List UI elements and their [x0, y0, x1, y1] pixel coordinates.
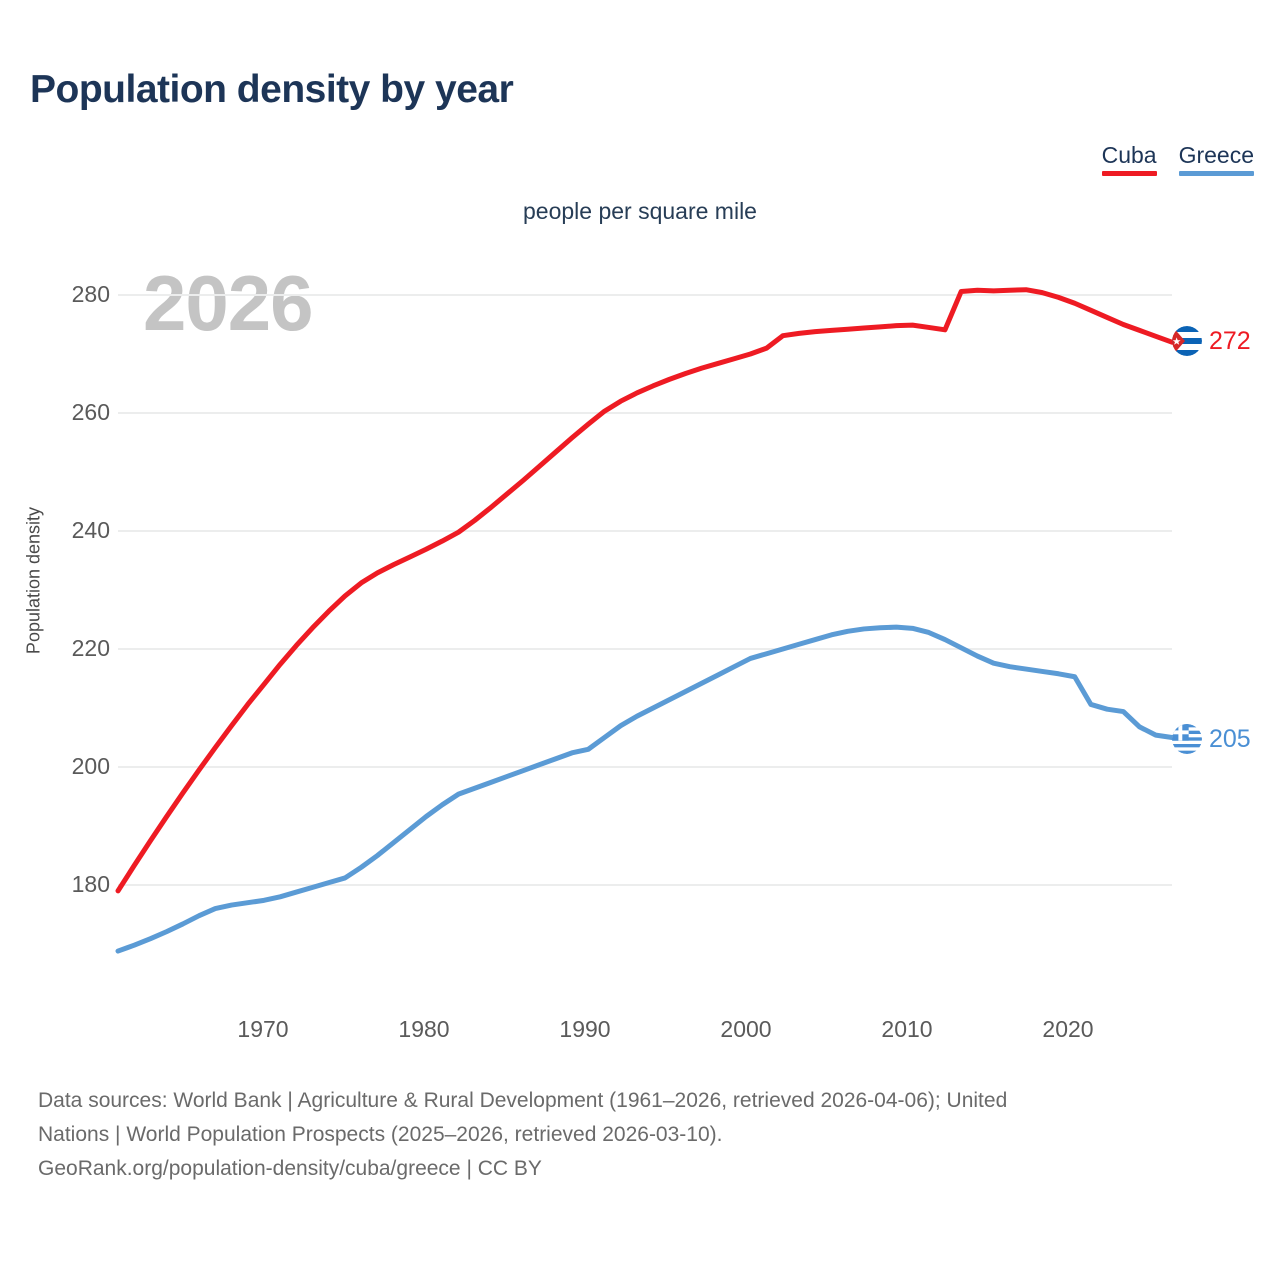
cuba-end-label: 272	[1172, 326, 1251, 356]
series-line-cuba	[115, 287, 1175, 894]
chart-legend: Cuba Greece	[1101, 142, 1254, 176]
y-axis-ticks: 280 260 240 220 200 180	[30, 0, 110, 1280]
x-tick: 1990	[559, 1016, 611, 1042]
year-watermark: 2026	[143, 259, 314, 347]
legend-item-greece[interactable]: Greece	[1178, 142, 1254, 176]
y-tick: 280	[71, 281, 110, 307]
y-tick: 220	[71, 635, 110, 661]
x-tick: 1970	[237, 1016, 289, 1042]
x-tick: 2020	[1042, 1016, 1094, 1042]
legend-label-greece: Greece	[1178, 142, 1254, 168]
chart-subtitle: people per square mile	[523, 198, 757, 224]
y-tick: 200	[71, 753, 110, 779]
footer-line-3: GeoRank.org/population-density/cuba/gree…	[38, 1157, 542, 1180]
cuba-end-value: 272	[1209, 326, 1251, 355]
greece-flag-icon	[1172, 724, 1202, 754]
footer-line-1: Data sources: World Bank | Agriculture &…	[38, 1089, 1008, 1112]
legend-swatch-cuba	[1101, 171, 1157, 176]
greece-end-label: 205	[1172, 724, 1251, 754]
series-line-greece	[115, 624, 1175, 954]
legend-item-cuba[interactable]: Cuba	[1101, 142, 1157, 176]
greece-end-value: 205	[1209, 724, 1251, 753]
legend-swatch-greece	[1178, 171, 1254, 176]
page-title: Population density by year	[30, 68, 514, 111]
x-tick: 2010	[881, 1016, 933, 1042]
x-tick: 1980	[398, 1016, 450, 1042]
gridlines	[118, 294, 1172, 886]
legend-label-cuba: Cuba	[1101, 142, 1157, 168]
cuba-flag-icon	[1172, 326, 1202, 356]
y-tick: 260	[71, 399, 110, 425]
x-tick: 2000	[720, 1016, 772, 1042]
footer-sources: Data sources: World Bank | Agriculture &…	[38, 1084, 1258, 1186]
footer-line-2: Nations | World Population Prospects (20…	[38, 1123, 723, 1146]
y-tick: 180	[71, 871, 110, 897]
y-tick: 240	[71, 517, 110, 543]
